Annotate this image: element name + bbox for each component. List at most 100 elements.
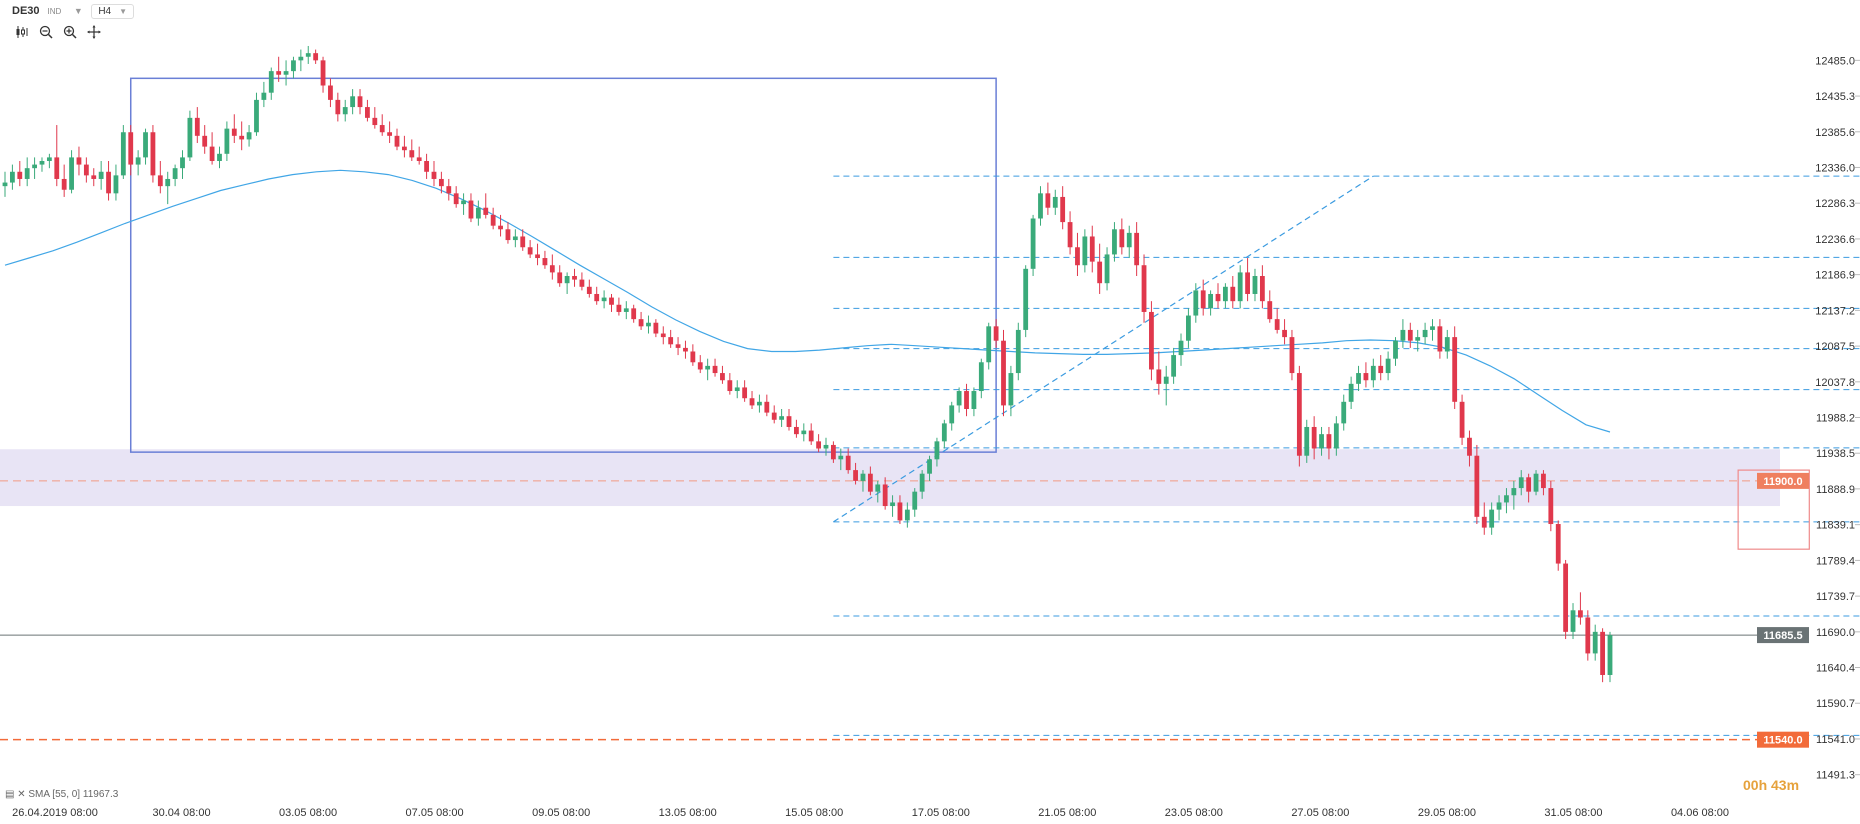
chevron-down-icon[interactable]: ▼ [73,6,83,16]
candle-body [1208,293,1214,309]
candle-body [535,254,540,259]
candle-body [276,71,282,75]
y-tick-label: 11590.7 [1816,698,1855,710]
candle-body [32,164,37,169]
candle [335,92,341,122]
candle [1459,394,1465,445]
x-tick-label: 31.05 08:00 [1544,807,1602,819]
fib-trend-line [833,175,1374,523]
candle [1186,308,1191,348]
candle-body [549,265,555,273]
y-tick-label: 11888.9 [1816,484,1855,496]
candle [1533,470,1539,496]
candle [904,502,910,528]
candle-body [128,132,134,165]
candle [808,423,814,445]
candle-body [1533,473,1539,492]
candle [535,243,540,266]
y-tick-label: 12485.0 [1815,55,1855,67]
candle [586,279,592,298]
x-tick-label: 17.05 08:00 [912,807,970,819]
candle-body [209,146,215,161]
candles-icon[interactable] [14,24,30,40]
candle-body [512,236,518,241]
candle [697,355,703,374]
candle-body [1422,329,1428,338]
candle-body [2,182,8,187]
candle-body [1200,290,1206,309]
candle-body [971,391,977,409]
candle-body [838,455,844,460]
candle [1045,182,1051,215]
candle-body [1585,617,1591,654]
candle [801,423,807,442]
candle [135,150,141,176]
candle [705,358,711,381]
x-tick-label: 23.05 08:00 [1165,807,1223,819]
candle-body [61,178,67,190]
symbol-label[interactable]: DE30 [12,5,40,17]
price-tag-label: 11685.5 [1763,630,1802,642]
candle [1237,265,1243,309]
candle-body [697,362,703,370]
candle-body [298,56,304,61]
candle [579,272,585,291]
candle [128,125,134,176]
candle [150,125,156,183]
candle-body [1045,193,1051,208]
candle-body [1607,635,1613,675]
candle [1075,232,1080,277]
candle-body [1089,236,1095,262]
candle [76,146,82,176]
zoom-out-icon[interactable] [38,24,54,40]
candle [1222,283,1228,309]
candle-body [638,319,644,327]
candle-body [1222,286,1228,302]
timeframe-select[interactable]: H4 ▼ [91,3,135,19]
candle-body [1001,340,1006,406]
candle [350,89,356,115]
zoom-in-icon[interactable] [62,24,78,40]
timeframe-label: H4 [98,5,112,17]
candle [106,160,111,201]
candle [98,160,104,190]
candle [949,401,955,431]
candle [1060,186,1066,230]
candle-body [1126,232,1132,248]
indicator-legend[interactable]: ▤ ✕ SMA [55, 0] 11967.3 [5,789,118,800]
indicator-value: 11967.3 [82,789,119,800]
price-tag: 11900.0 [1757,472,1809,489]
candle-body [1149,311,1154,370]
sma-line [4,169,1611,433]
candle [993,319,999,348]
resistance-zone [0,449,1780,507]
candle-body [668,337,674,345]
candle-body [246,132,252,140]
candle [202,125,208,154]
candle [978,358,984,399]
candle [217,146,222,169]
candle-body [120,132,126,176]
crosshair-icon[interactable] [86,24,102,40]
candle-body [409,150,415,158]
candle-body [631,308,637,320]
candle [712,358,718,377]
candle [727,373,733,395]
candle-body [157,175,163,187]
candle-body [1548,488,1554,525]
candle-body [180,157,185,169]
candle [1112,222,1117,262]
candle [1370,358,1376,388]
candle-body [350,96,356,108]
candle [69,150,74,194]
candle [305,45,311,64]
candle [1430,319,1435,341]
candle-body [83,164,89,176]
candle [394,128,400,151]
candle [1422,322,1428,345]
candle-body [1304,426,1310,456]
candle [1541,470,1546,496]
candle-body [1518,477,1524,489]
candle [890,495,895,517]
